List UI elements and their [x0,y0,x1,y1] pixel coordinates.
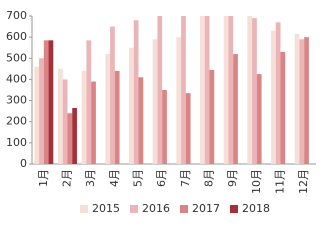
x-tick-label: 1月 [37,169,50,187]
bar [204,16,210,164]
x-tick-label: 2月 [61,169,74,187]
legend-label: 2016 [142,202,170,215]
bar [247,16,253,164]
bar [91,81,96,164]
bar [228,16,234,164]
legend-swatch [180,205,188,213]
bar [43,40,49,164]
bar [185,93,191,164]
x-tick-label: 5月 [132,169,145,187]
bar [271,30,276,164]
y-tick-label: 300 [6,94,27,107]
x-tick-label: 12月 [297,169,310,194]
bar [252,18,257,164]
legend-label: 2015 [92,202,120,215]
bar [233,54,238,164]
y-tick-label: 600 [6,30,27,43]
bar [105,54,111,164]
legend-label: 2017 [192,202,220,215]
bar [72,107,77,164]
chart: 0 100 200 300 400 500 600 700 1月 2月 3月 4月 5月 6月 7月 8月 9月… [6,9,316,215]
bar [86,40,92,164]
bar [110,26,115,165]
bar [62,79,68,164]
bar [81,70,87,164]
y-tick-label: 0 [20,157,27,170]
bar [209,69,215,164]
bar [129,47,134,164]
bar [58,68,63,164]
x-tick-label: 6月 [155,169,168,187]
y-tick-label: 700 [6,9,27,22]
bar [48,40,54,164]
legend-swatch [230,205,238,213]
bar [67,113,73,164]
bar [157,16,163,164]
bar [138,77,144,164]
legend-label: 2018 [242,202,270,215]
x-tick-label: 9月 [226,169,239,187]
x-tick-label: 8月 [203,169,216,187]
y-tick-label: 500 [6,51,27,64]
y-tick-label: 400 [6,72,27,85]
x-tick-label: 7月 [179,169,192,187]
bar [304,37,309,165]
legend-swatch [130,205,138,213]
bar [280,51,286,164]
bar [275,22,281,164]
x-tick-label: 11月 [274,169,287,194]
bar [200,16,205,164]
bar [34,66,40,164]
bar [133,20,139,164]
bar [299,39,305,164]
bar [181,16,186,164]
y-tick-label: 100 [6,136,27,149]
bar [176,37,182,165]
legend-swatch [80,205,88,213]
x-tick-label: 3月 [84,169,97,187]
bar [294,33,300,164]
bar [114,70,120,164]
bar [152,39,158,164]
bar [162,90,167,164]
x-tick-label: 10月 [250,169,263,194]
y-tick-label: 200 [6,115,27,128]
bar [223,16,229,164]
x-tick-label: 4月 [108,169,121,187]
bar [256,74,262,164]
bar [39,58,44,164]
